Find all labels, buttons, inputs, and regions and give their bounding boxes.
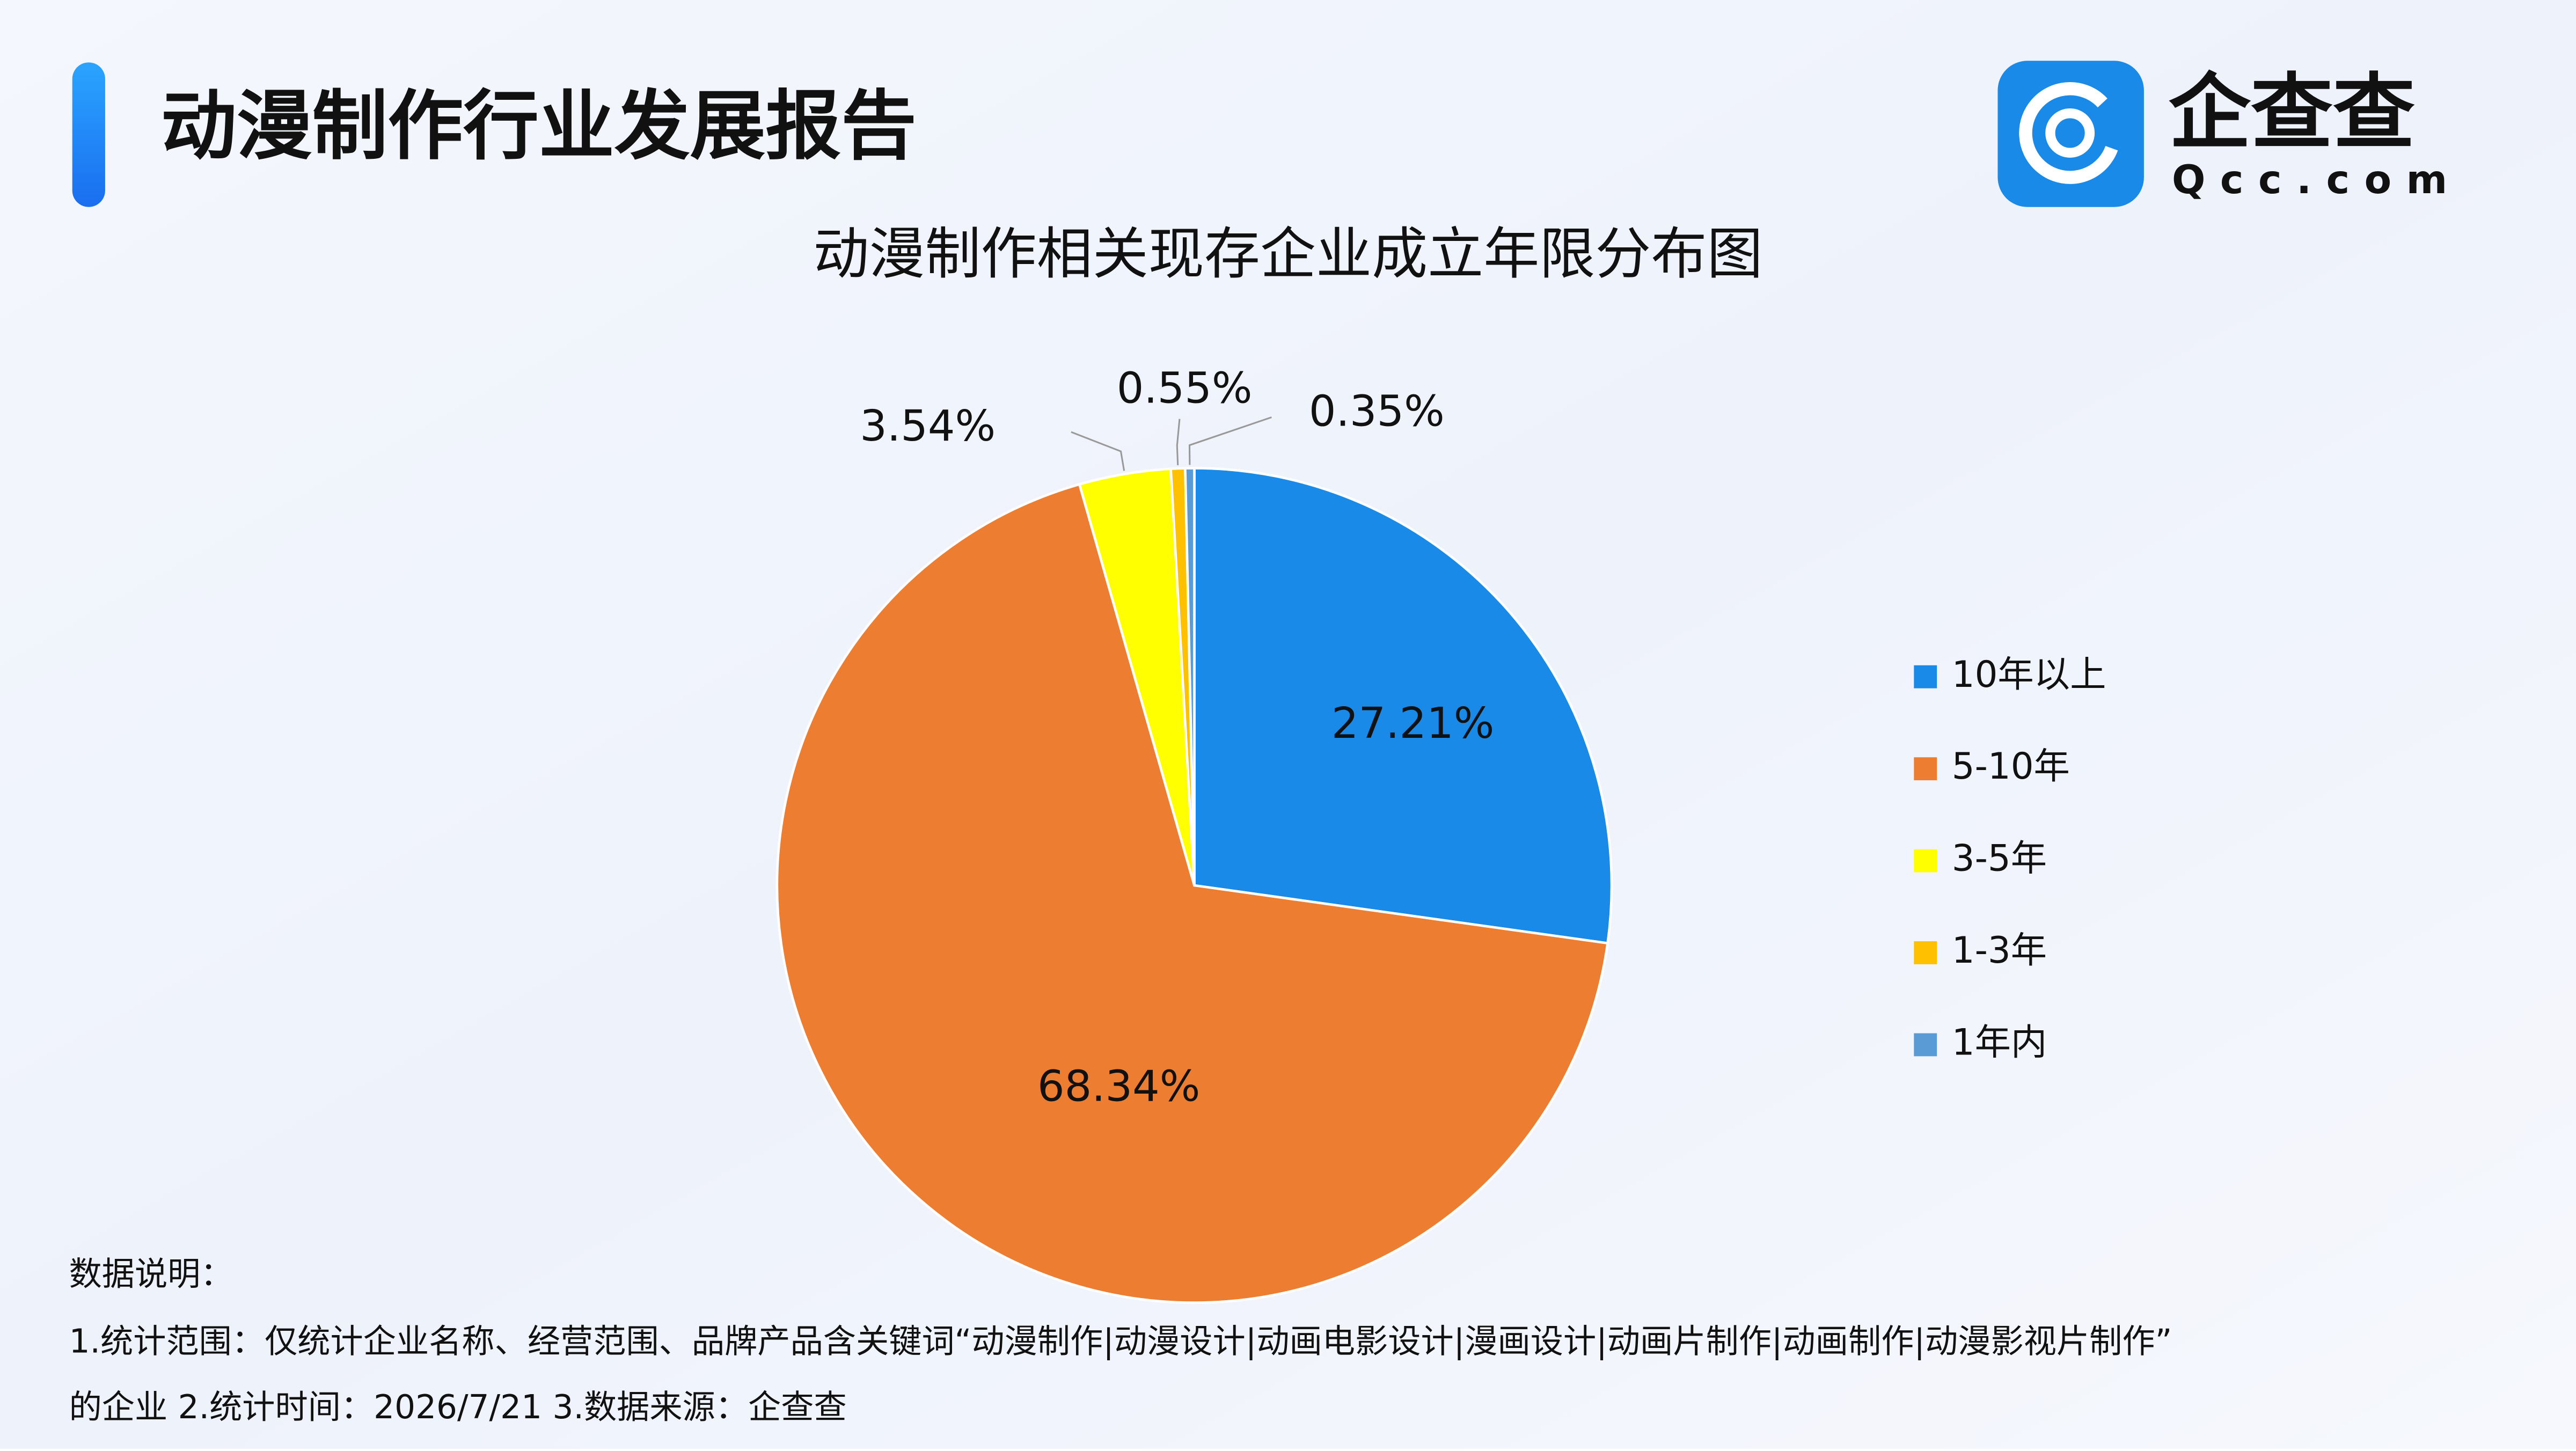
legend-swatch <box>1914 665 1937 688</box>
legend-label: 1-3年 <box>1952 929 2047 971</box>
legend-label: 5-10年 <box>1952 745 2070 787</box>
chart-title: 动漫制作相关现存企业成立年限分布图 <box>813 221 1762 287</box>
logo-dot <box>2045 108 2095 158</box>
note: 1.统计范围：仅统计企业名称、经营范围、品牌产品含关键词“动漫制作|动漫设计|动… <box>69 1323 2172 1361</box>
legend-swatch <box>1914 849 1937 873</box>
legend-swatch <box>1914 1033 1937 1057</box>
legend-swatch <box>1914 941 1937 964</box>
leader-line <box>1188 416 1272 465</box>
data-label: 0.35% <box>1309 386 1445 436</box>
pie-slice <box>1193 467 1613 945</box>
leader-line <box>1071 431 1125 471</box>
page-title: 动漫制作行业发展报告 <box>161 82 917 170</box>
leader-line <box>1176 419 1181 465</box>
note: 数据说明： <box>69 1255 233 1293</box>
legend-swatch <box>1914 757 1937 781</box>
data-label: 27.21% <box>1331 698 1494 748</box>
title-accent <box>72 62 105 207</box>
logo-domain: Qcc.com <box>2172 157 2462 203</box>
pie-slice <box>775 482 1609 1304</box>
data-label: 3.54% <box>860 401 996 451</box>
data-label: 68.34% <box>1037 1061 1200 1111</box>
data-label: 0.55% <box>1117 363 1253 413</box>
logo-text: 企查查 <box>2169 65 2415 160</box>
logo-ring <box>2019 82 2121 184</box>
pie-slice <box>1184 467 1196 886</box>
legend-label: 1年内 <box>1952 1021 2047 1063</box>
legend-label: 10年以上 <box>1952 653 2106 695</box>
note: 的企业 2.统计时间：2026/7/21 3.数据来源：企查查 <box>69 1388 847 1426</box>
legend-label: 3-5年 <box>1952 837 2047 880</box>
